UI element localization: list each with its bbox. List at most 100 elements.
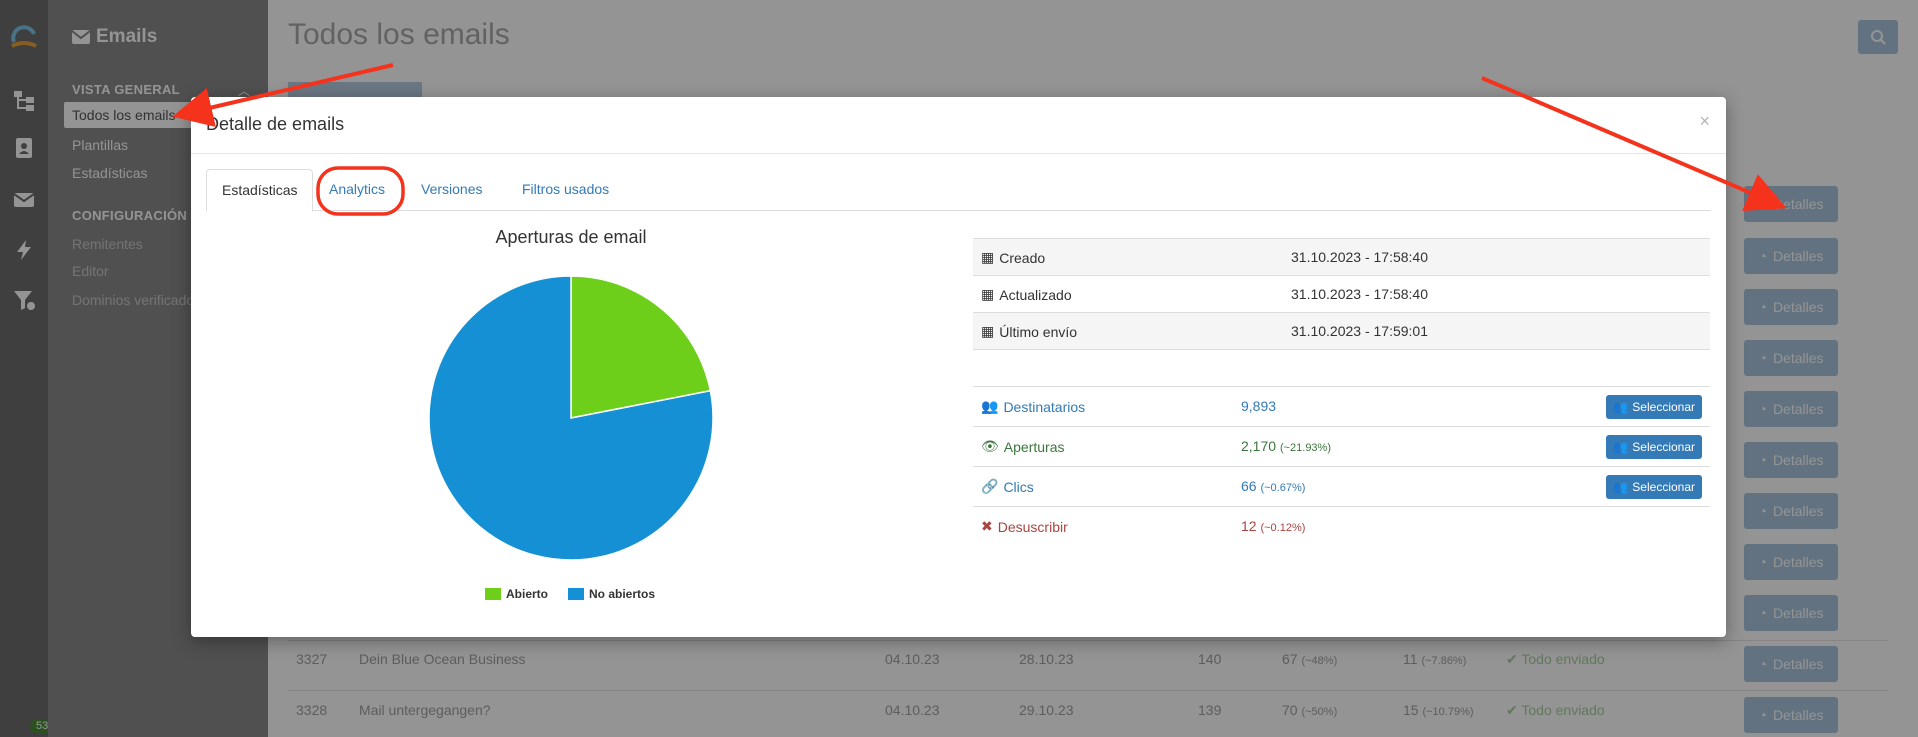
row-subject[interactable]: Mail untergegangen? [359, 702, 491, 718]
table-row: ▦ Último envío 31.10.2023 - 17:59:01 [973, 312, 1710, 349]
tab-estadisticas[interactable]: Estadísticas [206, 169, 314, 212]
row-opens: 70 (~50%) [1282, 702, 1338, 718]
details-button[interactable]: ◔ Detalles [1744, 391, 1838, 427]
bolt-icon[interactable] [12, 238, 36, 262]
details-button[interactable]: ◔ Detalles [1744, 646, 1838, 682]
legend-swatch [568, 588, 584, 600]
section-vista-general[interactable]: VISTA GENERAL [72, 82, 180, 97]
legend-item-abierto[interactable]: Abierto [485, 587, 548, 601]
pie-chart [428, 275, 714, 561]
row-date-sent: 29.10.23 [1019, 702, 1074, 718]
pie-chart-icon: ◔ [1758, 452, 1767, 468]
email-detail-modal: Detalle de emails × Estadísticas Analyti… [191, 97, 1726, 637]
dates-table: ▦ Creado 31.10.2023 - 17:58:40 ▦ Actualiza… [973, 238, 1710, 350]
table-row: ▦ Creado 31.10.2023 - 17:58:40 [973, 238, 1710, 275]
calendar-icon: ▦ [981, 323, 995, 339]
sidebar-title: Emails [72, 26, 157, 48]
opens-value: 2,170 (~21.93%) [1241, 438, 1331, 454]
calendar-icon: ▦ [981, 286, 995, 302]
sidebar-item-plantillas[interactable]: Plantillas [72, 137, 129, 153]
pie-chart-icon: ◔ [1758, 554, 1767, 570]
sidebar-item-remitentes[interactable]: Remitentes [72, 236, 143, 252]
pie-chart-icon: ◔ [1758, 656, 1767, 672]
recipients-link[interactable]: 👥 Destinatarios [981, 398, 1086, 415]
calendar-icon: ▦ [981, 249, 995, 265]
table-row: 👥 Destinatarios 9,893 👥 Seleccionar [973, 386, 1710, 426]
search-button[interactable] [1858, 20, 1898, 54]
table-row: 🔗 Clics 66 (~0.67%) 👥 Seleccionar [973, 466, 1710, 506]
pie-chart-icon: ◔ [1758, 503, 1767, 519]
select-clicks-button[interactable]: 👥 Seleccionar [1606, 475, 1702, 499]
users-icon: 👥 [1613, 440, 1629, 454]
details-button[interactable]: ◔ Detalles [1744, 544, 1838, 580]
opens-label: 👁 Aperturas [981, 438, 1065, 455]
unsubscribe-value: 12 (~0.12%) [1241, 518, 1306, 534]
row-sent-count: 140 [1198, 651, 1222, 667]
pie-slice-no-abiertos[interactable] [428, 275, 714, 561]
modal-tabs: Estadísticas Analytics Versiones Filtros… [206, 169, 1711, 212]
pie-chart-icon: ◔ [1758, 248, 1767, 264]
row-divider [288, 640, 1888, 641]
tab-versiones[interactable]: Versiones [421, 181, 483, 197]
tab-analytics[interactable]: Analytics [329, 181, 386, 197]
table-row: ▦ Actualizado 31.10.2023 - 17:58:40 [973, 275, 1710, 312]
users-icon: 👥 [1613, 400, 1629, 414]
row-clicks: 15 (~10.79%) [1403, 702, 1474, 718]
eye-icon: 👁 [981, 438, 999, 454]
details-button[interactable]: ◔ Detalles [1744, 493, 1838, 529]
status-badge: ✔ Todo enviado [1506, 702, 1605, 718]
clicks-link[interactable]: 🔗 Clics [981, 478, 1034, 495]
select-recipients-button[interactable]: 👥 Seleccionar [1606, 395, 1702, 419]
chart-title: Aperturas de email [495, 227, 647, 247]
times-icon: ✖ [981, 518, 993, 534]
section-configuracion[interactable]: CONFIGURACIÓN [72, 208, 188, 223]
legend-item-no-abiertos[interactable]: No abiertos [568, 587, 655, 601]
modal-title: Detalle de emails [206, 114, 345, 134]
pie-slice-abierto[interactable] [570, 275, 712, 419]
details-button[interactable]: ◔ Detalles [1744, 340, 1838, 376]
sidebar-item-estadisticas[interactable]: Estadísticas [72, 165, 148, 181]
table-row: 👁 Aperturas 2,170 (~21.93%) 👥 Seleccionar [973, 426, 1710, 466]
envelope-icon [72, 30, 90, 44]
row-clicks: 11 (~7.86%) [1403, 651, 1467, 667]
stats-table: 👥 Destinatarios 9,893 👥 Seleccionar 👁 Apert… [973, 386, 1710, 546]
row-sent-count: 139 [1198, 702, 1222, 718]
row-subject[interactable]: Dein Blue Ocean Business [359, 651, 526, 667]
clicks-value: 66 (~0.67%) [1241, 478, 1306, 494]
chart-legend: Abierto No abiertos [485, 587, 655, 601]
pie-chart-icon: ◔ [1758, 299, 1767, 315]
logo-icon[interactable] [9, 22, 39, 52]
pie-chart-icon: ◔ [1758, 707, 1767, 723]
pie-chart-icon: ◔ [1758, 350, 1767, 366]
details-button[interactable]: ◔ Detalles [1744, 238, 1838, 274]
page-title: Todos los emails [288, 18, 510, 51]
row-opens: 67 (~48%) [1282, 651, 1338, 667]
pie-chart-icon: ◔ [1758, 401, 1767, 417]
sidebar-item-editor[interactable]: Editor [72, 263, 109, 279]
details-button[interactable]: ◔ Detalles [1744, 289, 1838, 325]
row-divider [288, 690, 1888, 691]
modal-divider [191, 153, 1726, 154]
envelope-icon[interactable] [12, 188, 36, 212]
filter-icon[interactable] [12, 288, 36, 312]
legend-swatch [485, 588, 501, 600]
sitemap-icon[interactable] [12, 88, 36, 112]
row-id: 3327 [296, 651, 328, 667]
table-row: ✖ Desuscribir 12 (~0.12%) [973, 506, 1710, 546]
select-opens-button[interactable]: 👥 Seleccionar [1606, 435, 1702, 459]
close-icon[interactable]: × [1699, 111, 1710, 131]
contacts-icon[interactable] [12, 136, 36, 160]
row-date-created: 04.10.23 [885, 651, 940, 667]
pie-chart-icon: ◔ [1758, 605, 1767, 621]
row-date-created: 04.10.23 [885, 702, 940, 718]
users-icon: 👥 [1613, 480, 1629, 494]
details-button[interactable]: ◔ Detalles [1744, 595, 1838, 631]
search-icon [1871, 30, 1886, 45]
sidebar-item-dominios[interactable]: Dominios verificados [72, 292, 202, 308]
row-date-sent: 28.10.23 [1019, 651, 1074, 667]
tab-filtros-usados[interactable]: Filtros usados [522, 181, 610, 197]
details-button[interactable]: ◔ Detalles [1744, 697, 1838, 733]
icon-rail: 53 [0, 0, 55, 737]
users-icon: 👥 [981, 398, 999, 414]
details-button[interactable]: ◔ Detalles [1744, 442, 1838, 478]
